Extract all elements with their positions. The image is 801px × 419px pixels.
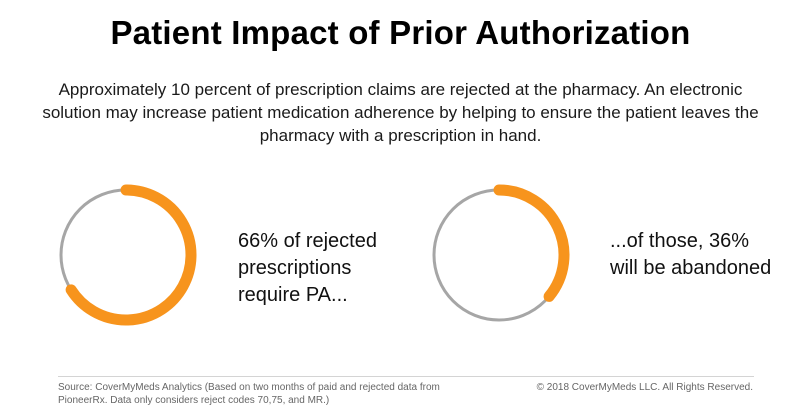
donut-chart-abandoned <box>432 184 570 322</box>
footer-divider <box>58 376 754 377</box>
donut-chart-rejected-pa <box>59 184 197 326</box>
footer-copyright: © 2018 CoverMyMeds LLC. All Rights Reser… <box>536 382 753 393</box>
page-title: Patient Impact of Prior Authorization <box>110 14 691 51</box>
donut-value-arc <box>65 184 197 326</box>
page-subtitle: Approximately 10 percent of prescription… <box>42 80 759 145</box>
donut-caption-rejected-pa: 66% of rejected prescriptions require PA… <box>238 230 377 306</box>
donut-value-arc <box>493 184 570 302</box>
donut-caption-abandoned: ...of those, 36% will be abandoned <box>610 230 772 279</box>
footer-source: Source: CoverMyMeds Analytics (Based on … <box>58 382 440 406</box>
